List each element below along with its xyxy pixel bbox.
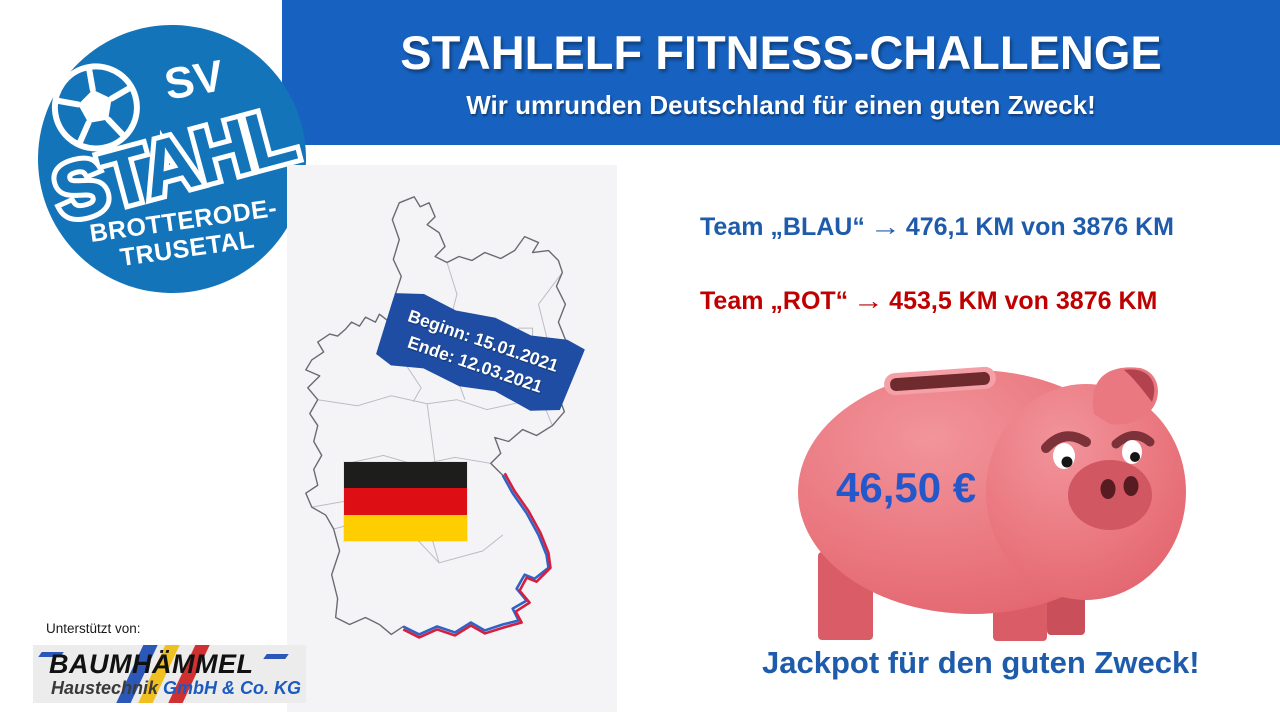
team-blau-label: Team „BLAU“	[700, 213, 865, 241]
flag-stripe-black	[344, 462, 467, 489]
slide-subtitle: Wir umrunden Deutschland für einen guten…	[466, 89, 1096, 120]
flag-stripe-red	[344, 488, 467, 515]
pig-brow	[1041, 431, 1091, 453]
supported-by-label: Unterstützt von:	[46, 621, 141, 636]
pig-pupil	[1130, 452, 1140, 462]
team-rot-label: Team „ROT“	[700, 287, 849, 315]
sponsor-subtitle-right: GmbH & Co. KG	[163, 678, 301, 698]
sponsor-logo: BAUMHÄMMEL Haustechnik GmbH & Co. KG	[33, 645, 306, 703]
german-flag-icon	[344, 462, 467, 541]
slide-title: STAHLELF FITNESS-CHALLENGE	[400, 25, 1162, 79]
germany-map	[287, 165, 617, 712]
piggy-bank-image	[798, 366, 1186, 641]
header-banner: STAHLELF FITNESS-CHALLENGE Wir umrunden …	[282, 0, 1280, 145]
team-rot-stats: Team „ROT“ → 453,5 KM von 3876 KM	[700, 287, 1157, 316]
sponsor-swoosh-icon	[263, 654, 289, 659]
team-rot-value: 453,5 KM von 3876 KM	[889, 287, 1158, 315]
pig-ear-fold	[1124, 369, 1155, 402]
soccer-ball-icon	[51, 63, 140, 152]
jackpot-caption: Jackpot für den guten Zweck!	[762, 645, 1200, 680]
club-logo: SV STAHL BROTTERODE- TRUSETAL	[16, 3, 328, 315]
sponsor-subtitle: Haustechnik GmbH & Co. KG	[51, 678, 301, 699]
flag-stripe-gold	[344, 514, 467, 541]
pig-brow	[1111, 431, 1155, 449]
coin-slot	[890, 371, 990, 392]
sponsor-name: BAUMHÄMMEL	[49, 649, 254, 679]
pig-pupil	[1061, 456, 1073, 468]
right-arrow-icon: →	[869, 213, 901, 241]
team-blau-stats: Team „BLAU“ → 476,1 KM von 3876 KM	[700, 213, 1174, 242]
pig-nostril	[1100, 479, 1116, 499]
right-arrow-icon: →	[853, 287, 885, 315]
germany-outline-image	[305, 196, 570, 639]
pig-nostril	[1123, 476, 1139, 496]
jackpot-amount: 46,50 €	[836, 464, 977, 511]
team-blau-value: 476,1 KM von 3876 KM	[905, 213, 1175, 241]
sponsor-subtitle-left: Haustechnik	[50, 678, 163, 698]
